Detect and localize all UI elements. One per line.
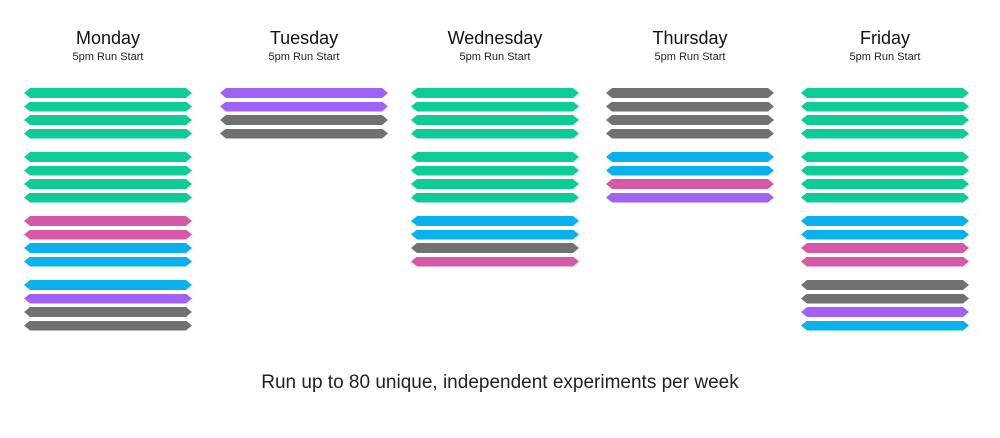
experiment-bar xyxy=(801,88,969,98)
experiment-bar xyxy=(606,102,774,112)
experiment-bar xyxy=(24,243,192,253)
experiment-bar xyxy=(801,216,969,226)
experiment-bar xyxy=(801,129,969,139)
experiment-bar xyxy=(24,257,192,267)
day-column-thursday: Thursday 5pm Run Start xyxy=(600,0,780,360)
experiment-bar xyxy=(220,129,388,139)
experiment-bar xyxy=(24,321,192,331)
experiment-bar xyxy=(24,216,192,226)
experiment-bar xyxy=(801,243,969,253)
experiment-bar xyxy=(24,102,192,112)
day-subtitle: 5pm Run Start xyxy=(849,51,921,63)
experiment-bar xyxy=(411,179,579,189)
experiment-bar xyxy=(220,102,388,112)
experiment-bar xyxy=(801,166,969,176)
experiment-bar xyxy=(411,129,579,139)
day-name: Thursday xyxy=(652,28,728,48)
experiment-bar xyxy=(801,321,969,331)
experiment-bar xyxy=(411,193,579,203)
experiment-bar xyxy=(411,216,579,226)
experiment-bar xyxy=(411,257,579,267)
experiment-bar xyxy=(606,88,774,98)
day-name: Tuesday xyxy=(269,28,339,48)
experiment-bar xyxy=(411,166,579,176)
experiment-bar xyxy=(801,179,969,189)
experiment-bar xyxy=(24,307,192,317)
experiment-bar xyxy=(24,193,192,203)
day-column-wednesday: Wednesday 5pm Run Start xyxy=(405,0,585,360)
day-subtitle: 5pm Run Start xyxy=(459,51,531,63)
experiment-bar xyxy=(606,179,774,189)
experiment-bar xyxy=(606,115,774,125)
experiment-bar xyxy=(411,115,579,125)
day-name: Wednesday xyxy=(447,28,543,48)
experiment-bar xyxy=(606,152,774,162)
experiment-bar xyxy=(411,102,579,112)
experiment-bar xyxy=(801,307,969,317)
experiment-bar xyxy=(24,166,192,176)
experiment-bar xyxy=(801,102,969,112)
experiment-bar xyxy=(801,152,969,162)
experiment-bar xyxy=(606,193,774,203)
day-subtitle: 5pm Run Start xyxy=(654,51,726,63)
experiment-bar xyxy=(801,193,969,203)
experiment-bar xyxy=(606,166,774,176)
day-column-friday: Friday 5pm Run Start xyxy=(795,0,975,360)
experiment-bar xyxy=(801,115,969,125)
footer-caption: Run up to 80 unique, independent experim… xyxy=(261,372,739,393)
day-column-monday: Monday 5pm Run Start xyxy=(18,0,198,360)
experiment-bar xyxy=(24,152,192,162)
experiment-bar xyxy=(24,115,192,125)
day-subtitle: 5pm Run Start xyxy=(72,51,144,63)
experiment-bar xyxy=(220,115,388,125)
experiment-bar xyxy=(801,294,969,304)
experiment-bar xyxy=(801,257,969,267)
experiment-bar xyxy=(801,280,969,290)
experiment-bar xyxy=(24,179,192,189)
experiment-bar xyxy=(24,88,192,98)
experiment-bar xyxy=(411,152,579,162)
experiment-bar xyxy=(24,230,192,240)
day-name: Friday xyxy=(859,28,910,48)
experiment-bar xyxy=(411,243,579,253)
experiment-bar xyxy=(24,280,192,290)
experiment-bar xyxy=(24,294,192,304)
day-subtitle: 5pm Run Start xyxy=(268,51,340,63)
weekly-experiment-schedule: Monday 5pm Run Start Tuesday 5pm Run Sta… xyxy=(0,0,1000,360)
experiment-bar xyxy=(801,230,969,240)
experiment-bar xyxy=(606,129,774,139)
experiment-bar xyxy=(411,88,579,98)
experiment-bar xyxy=(220,88,388,98)
day-column-tuesday: Tuesday 5pm Run Start xyxy=(214,0,394,360)
experiment-bar xyxy=(411,230,579,240)
day-name: Monday xyxy=(75,28,141,48)
experiment-bar xyxy=(24,129,192,139)
